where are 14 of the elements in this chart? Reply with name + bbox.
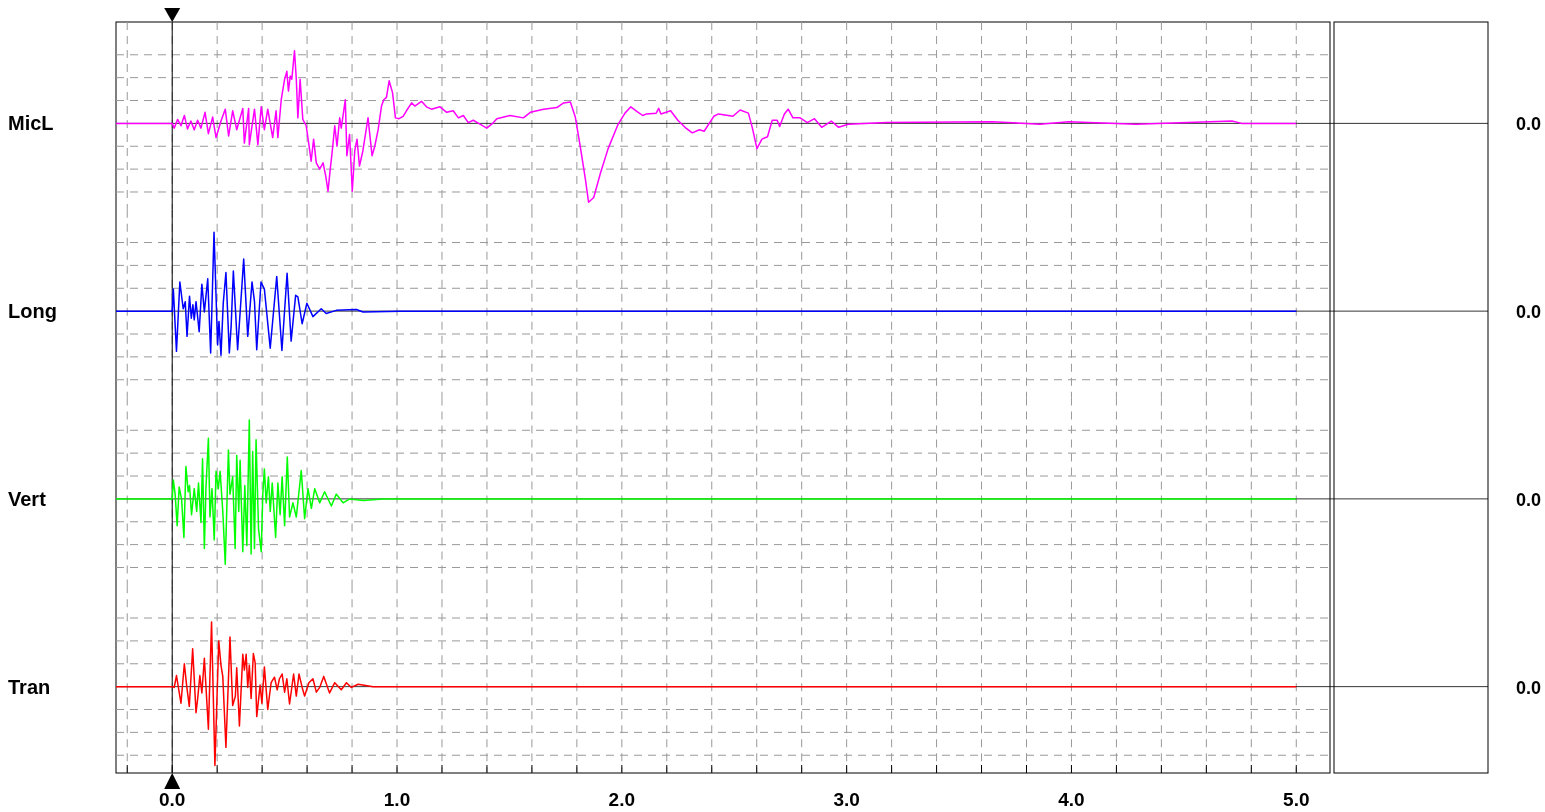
text: 0.0 xyxy=(1515,302,1541,323)
y-axis-title: MicL xyxy=(8,112,54,135)
text: 0.0 xyxy=(1515,677,1541,698)
y-axis-title: Long xyxy=(8,300,57,323)
y-axis-title: Tran xyxy=(8,675,51,698)
x-tick-label: 2.0 xyxy=(608,789,636,810)
x-tick-label: 0.0 xyxy=(158,789,186,810)
x-tick-label: 5.0 xyxy=(1283,789,1310,810)
y-axis-title: Vert xyxy=(8,487,47,510)
x-tick-label: 1.0 xyxy=(383,789,411,810)
x-tick-label: 4.0 xyxy=(1058,789,1085,810)
text: 0.0 xyxy=(1515,489,1541,510)
text: 0.0 xyxy=(1515,114,1541,135)
x-tick-label: 3.0 xyxy=(833,789,860,810)
